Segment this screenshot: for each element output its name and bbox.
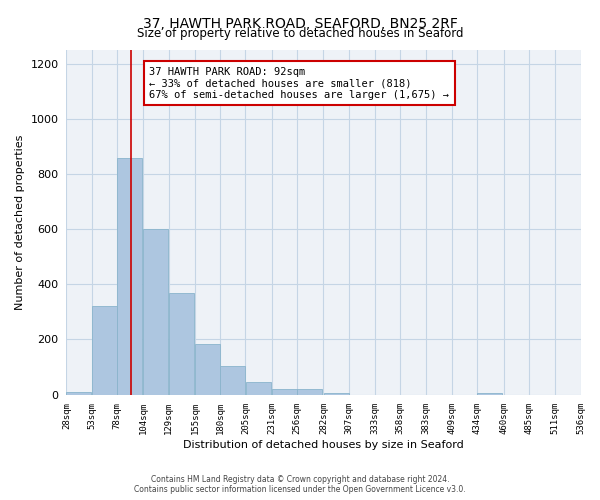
- Bar: [297, 389, 322, 394]
- Bar: [143, 229, 169, 394]
- Bar: [478, 393, 502, 394]
- Bar: [220, 366, 245, 394]
- Text: 37, HAWTH PARK ROAD, SEAFORD, BN25 2RF: 37, HAWTH PARK ROAD, SEAFORD, BN25 2RF: [143, 18, 457, 32]
- Text: Size of property relative to detached houses in Seaford: Size of property relative to detached ho…: [137, 28, 463, 40]
- Bar: [323, 393, 349, 394]
- Bar: [195, 344, 220, 394]
- Bar: [117, 158, 142, 394]
- Bar: [67, 392, 91, 394]
- Text: Contains HM Land Registry data © Crown copyright and database right 2024.
Contai: Contains HM Land Registry data © Crown c…: [134, 474, 466, 494]
- Bar: [245, 382, 271, 394]
- Text: 37 HAWTH PARK ROAD: 92sqm
← 33% of detached houses are smaller (818)
67% of semi: 37 HAWTH PARK ROAD: 92sqm ← 33% of detac…: [149, 66, 449, 100]
- X-axis label: Distribution of detached houses by size in Seaford: Distribution of detached houses by size …: [183, 440, 464, 450]
- Bar: [272, 389, 297, 394]
- Bar: [92, 306, 117, 394]
- Y-axis label: Number of detached properties: Number of detached properties: [15, 134, 25, 310]
- Bar: [169, 292, 194, 394]
